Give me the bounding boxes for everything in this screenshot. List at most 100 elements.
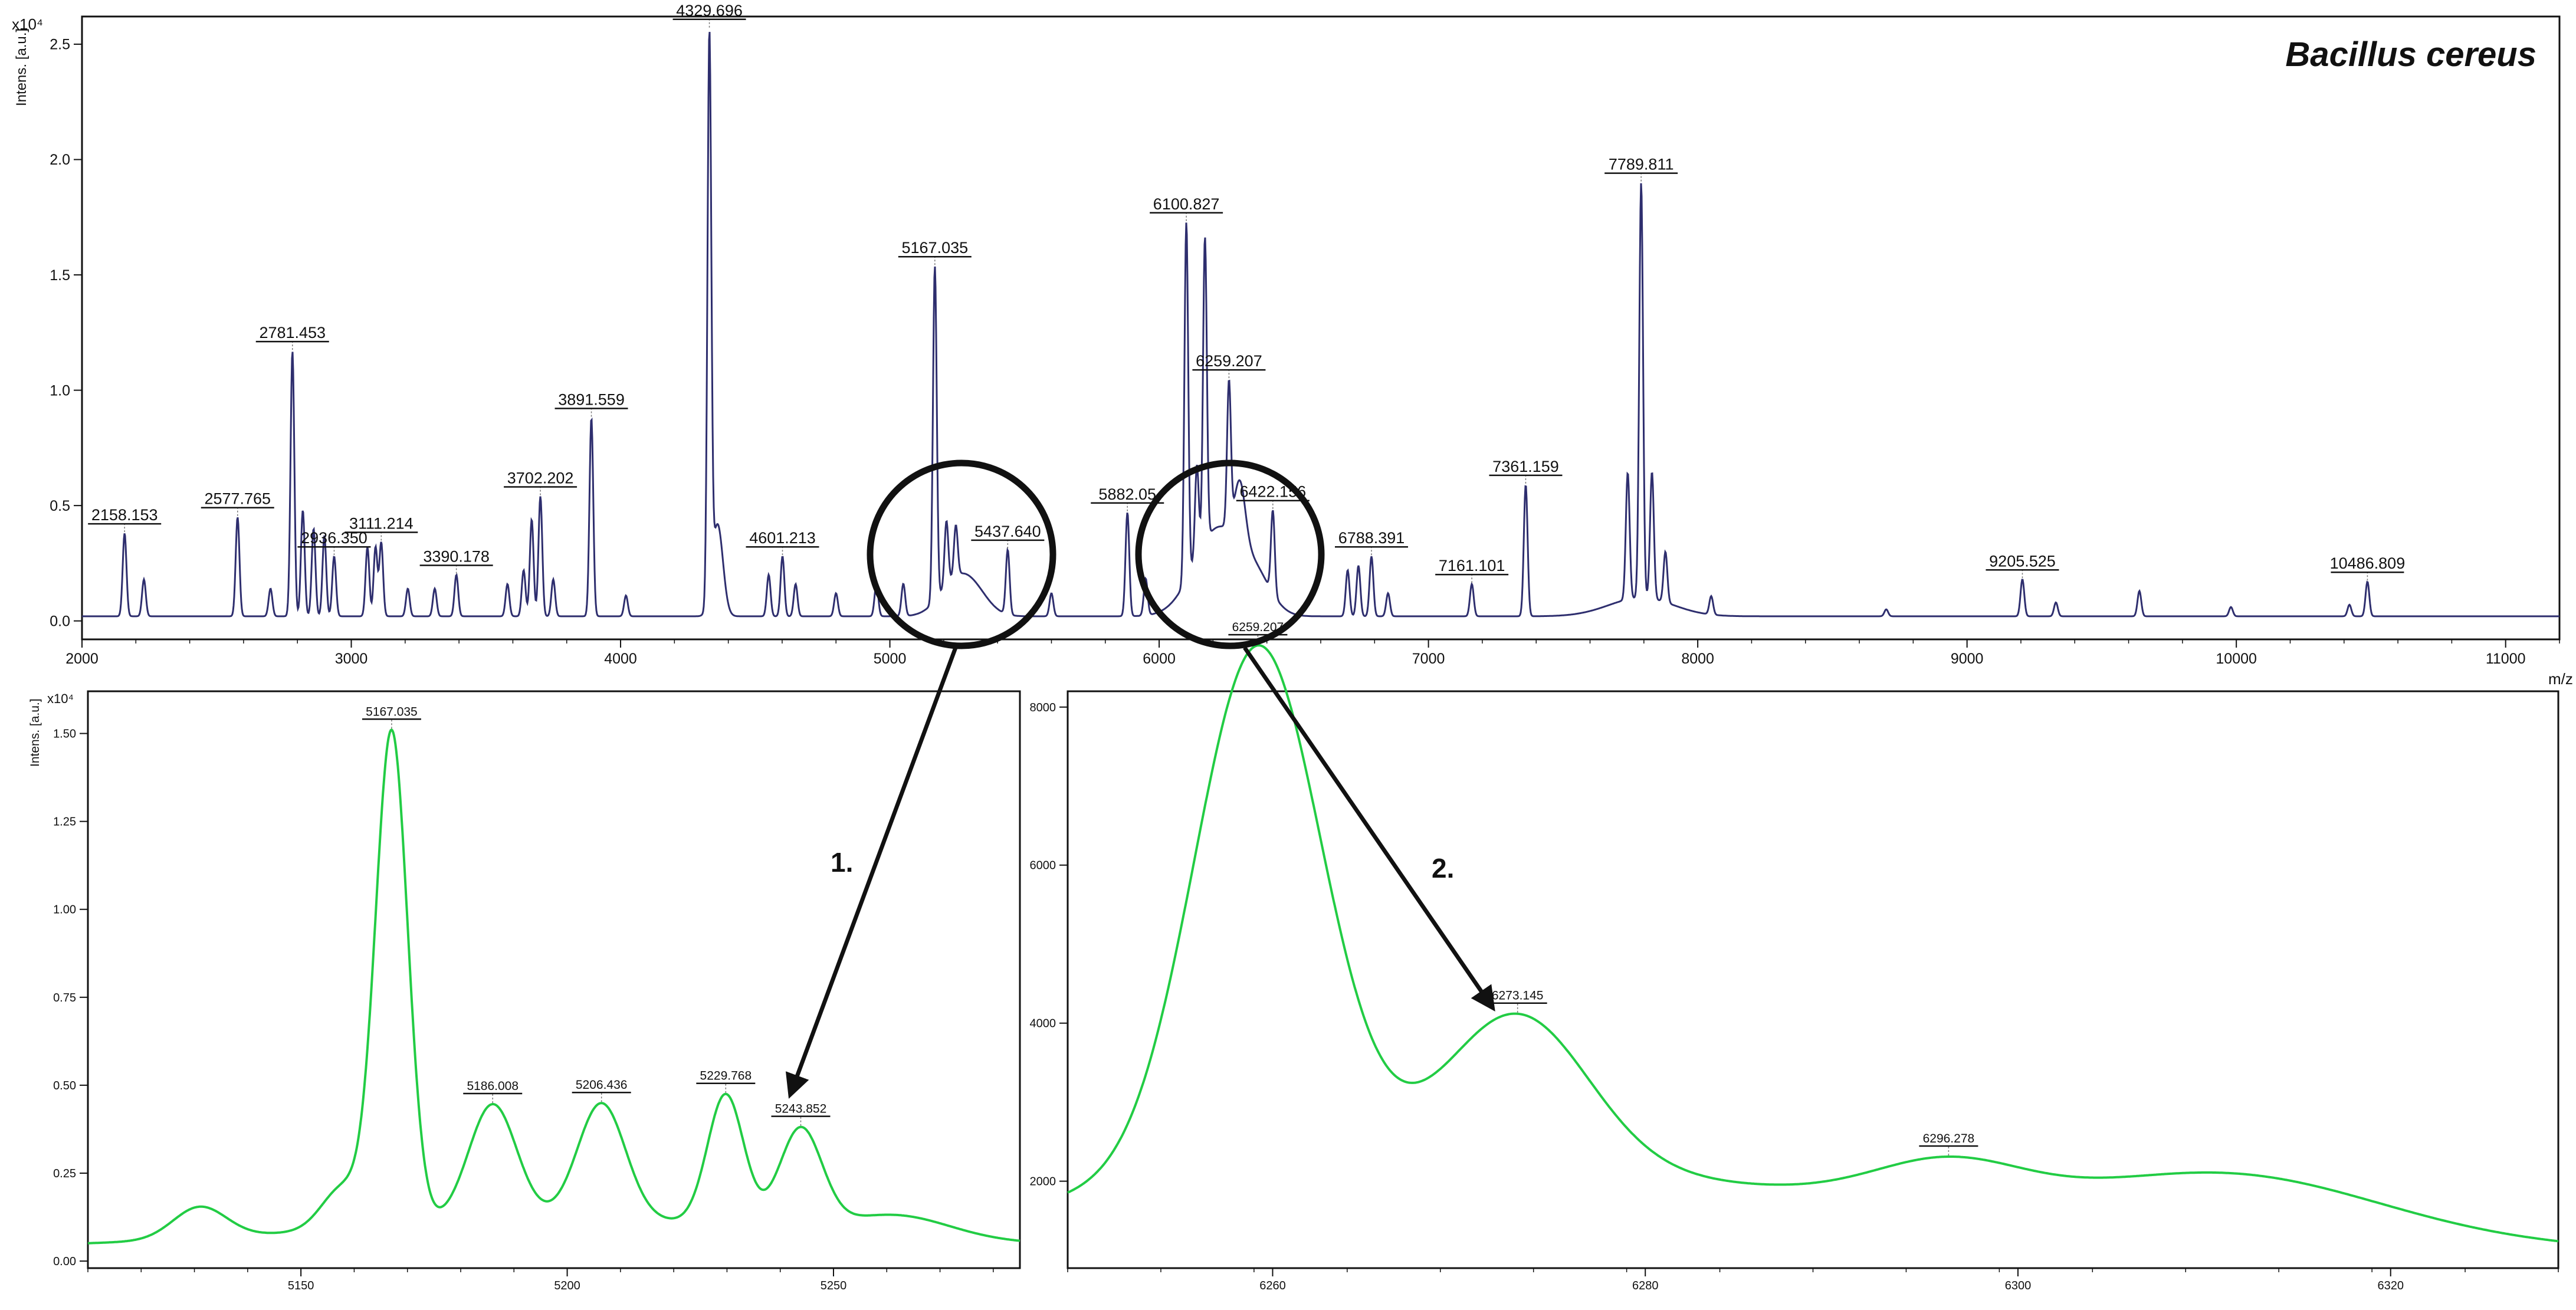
peak-label: 7161.101 [1435,557,1509,583]
zoom1-y-axis-label: Intens. [a.u.] [28,698,42,767]
callout-label-1: 1. [831,847,853,878]
x-tick-label: 5250 [821,1279,847,1292]
peak-label: 5229.768 [696,1069,756,1093]
y-tick-label: 1.5 [50,267,70,284]
zoom1-y-ticks: 0.00 0.25 0.50 0.75 1.00 1.25 1.50 [53,728,88,1268]
x-tick-label: 5000 [874,651,907,667]
peak-label-text: 6100.827 [1153,195,1220,213]
peak-label: 7789.811 [1604,156,1678,182]
y-tick-label: 1.0 [50,382,70,399]
peak-label: 7361.159 [1489,458,1563,484]
peak-label-text: 5882.05 [1098,485,1156,503]
peak-label: 9205.525 [1986,552,2059,579]
peak-label-text: 5206.436 [576,1078,628,1092]
x-tick-label: 8000 [1681,651,1714,667]
zoom1-peak-labels: 5167.035 5186.008 5206.436 5229.768 5243.852 [362,705,831,1126]
y-tick-label: 0.50 [53,1079,76,1092]
peak-label: 3891.559 [554,391,628,417]
y-tick-label: 0.5 [50,498,70,514]
x-tick-label: 6260 [1259,1279,1286,1292]
peak-label-text: 7789.811 [1609,156,1674,173]
x-tick-label: 5150 [288,1279,314,1292]
peak-label-text: 2577.765 [204,490,271,508]
callout-label-2: 2. [1432,853,1454,884]
peak-label-text: 2158.153 [91,506,158,524]
organism-title: Bacillus cereus [2285,35,2536,74]
y-tick-label: 2.5 [50,37,70,53]
peak-label-text: 3390.178 [423,547,490,565]
zoom-panel-1: x10⁴ Intens. [a.u.] 0.00 0.25 0.50 0.75 1.00… [28,690,1021,1292]
peak-label: 2781.453 [255,324,329,350]
peak-label-text: 6273.145 [1492,989,1544,1003]
peak-label-text: 5167.035 [902,239,969,257]
zoom-region-circle-2 [1135,459,1325,649]
zoom2-spectrum-trace [1067,644,2559,1243]
peak-label-text: 5167.035 [366,705,418,718]
x-tick-label: 2000 [65,651,99,667]
y-tick-label: 1.25 [53,816,76,829]
y-tick-label: 1.50 [53,728,76,741]
zoom2-plot-frame [1067,690,2559,1269]
peak-label-text: 3111.214 [349,515,414,533]
peak-label: 5167.035 [362,705,421,729]
x-tick-label: 9000 [1951,651,1984,667]
main-x-ticks: 2000 3000 4000 5000 6000 7000 8000 9000 10000 110… [65,639,2560,667]
peak-label-text: 3891.559 [558,391,625,409]
peak-label: 5882.05 [1091,485,1164,511]
peak-label-text: 6259.207 [1196,352,1262,370]
peak-label: 3702.202 [504,470,577,495]
x-tick-label: 7000 [1412,651,1445,667]
y-tick-label: 0.25 [53,1167,76,1180]
peak-label: 6259.207 [1192,352,1266,379]
zoom1-y-multiplier: x10⁴ [47,691,74,706]
peak-label-text: 7361.159 [1492,458,1559,475]
peak-label: 2577.765 [201,490,274,516]
peak-label: 2936.350 [297,529,371,556]
y-tick-label: 1.00 [53,904,76,917]
y-tick-label: 2.0 [50,152,70,168]
peak-label-text: 6259.207 [1232,620,1284,634]
peak-label-text: 3702.202 [507,470,574,487]
main-peak-labels: 2158.153 2577.765 2781.453 2936.3503111.214… [88,2,2405,583]
peak-label: 6788.391 [1335,529,1409,556]
peak-label: 5437.640 [971,523,1045,549]
x-tick-label: 6320 [2377,1279,2404,1292]
peak-label-text: 4329.696 [676,2,743,19]
zoom-region-circle-1 [867,459,1056,649]
main-y-axis-label: Intens. [a.u.] [14,28,29,106]
x-tick-label: 6300 [2005,1279,2032,1292]
y-tick-label: 0.00 [53,1255,76,1268]
x-tick-label: 11000 [2486,651,2526,667]
peak-label: 4329.696 [672,2,746,28]
peak-label-text: 4601.213 [749,529,816,547]
peak-label: 6273.145 [1488,989,1547,1013]
peak-label: 6100.827 [1150,195,1223,221]
peak-label: 5186.008 [463,1079,523,1103]
peak-label-text: 5229.768 [700,1069,752,1083]
peak-label-text: 5243.852 [775,1102,827,1116]
peak-label-text: 5437.640 [974,523,1041,540]
peak-label-text: 6788.391 [1338,529,1405,547]
y-tick-label: 8000 [1030,701,1056,714]
peak-label: 3390.178 [419,547,493,574]
zoom2-y-ticks: 2000 4000 6000 8000 [1030,701,1068,1188]
peak-label-text: 5186.008 [467,1079,519,1093]
main-spectrum: x10⁴ Intens. [a.u.] m/z Bacillus cereus … [12,2,2573,688]
zoom1-plot-frame [87,690,1021,1269]
x-tick-label: 3000 [335,651,368,667]
peak-label: 3111.214 [344,515,418,541]
x-tick-label: 4000 [604,651,637,667]
main-y-ticks: 0.0 0.5 1.0 1.5 2.0 2.5 [50,37,82,629]
peak-label: 5243.852 [771,1102,831,1126]
callout-arrow-1 [785,646,958,1099]
peak-label: 5206.436 [572,1078,631,1102]
zoom1-x-ticks: 5150 5200 5250 [87,1268,994,1292]
y-tick-label: 2000 [1030,1176,1056,1188]
callout-arrow-2 [1243,646,1495,1012]
x-tick-label: 6000 [1143,651,1176,667]
main-spectrum-trace [82,31,2559,618]
peak-label: 10486.809 [2330,554,2405,581]
x-tick-label: 6280 [1632,1279,1659,1292]
peak-label: 2158.153 [88,506,162,533]
